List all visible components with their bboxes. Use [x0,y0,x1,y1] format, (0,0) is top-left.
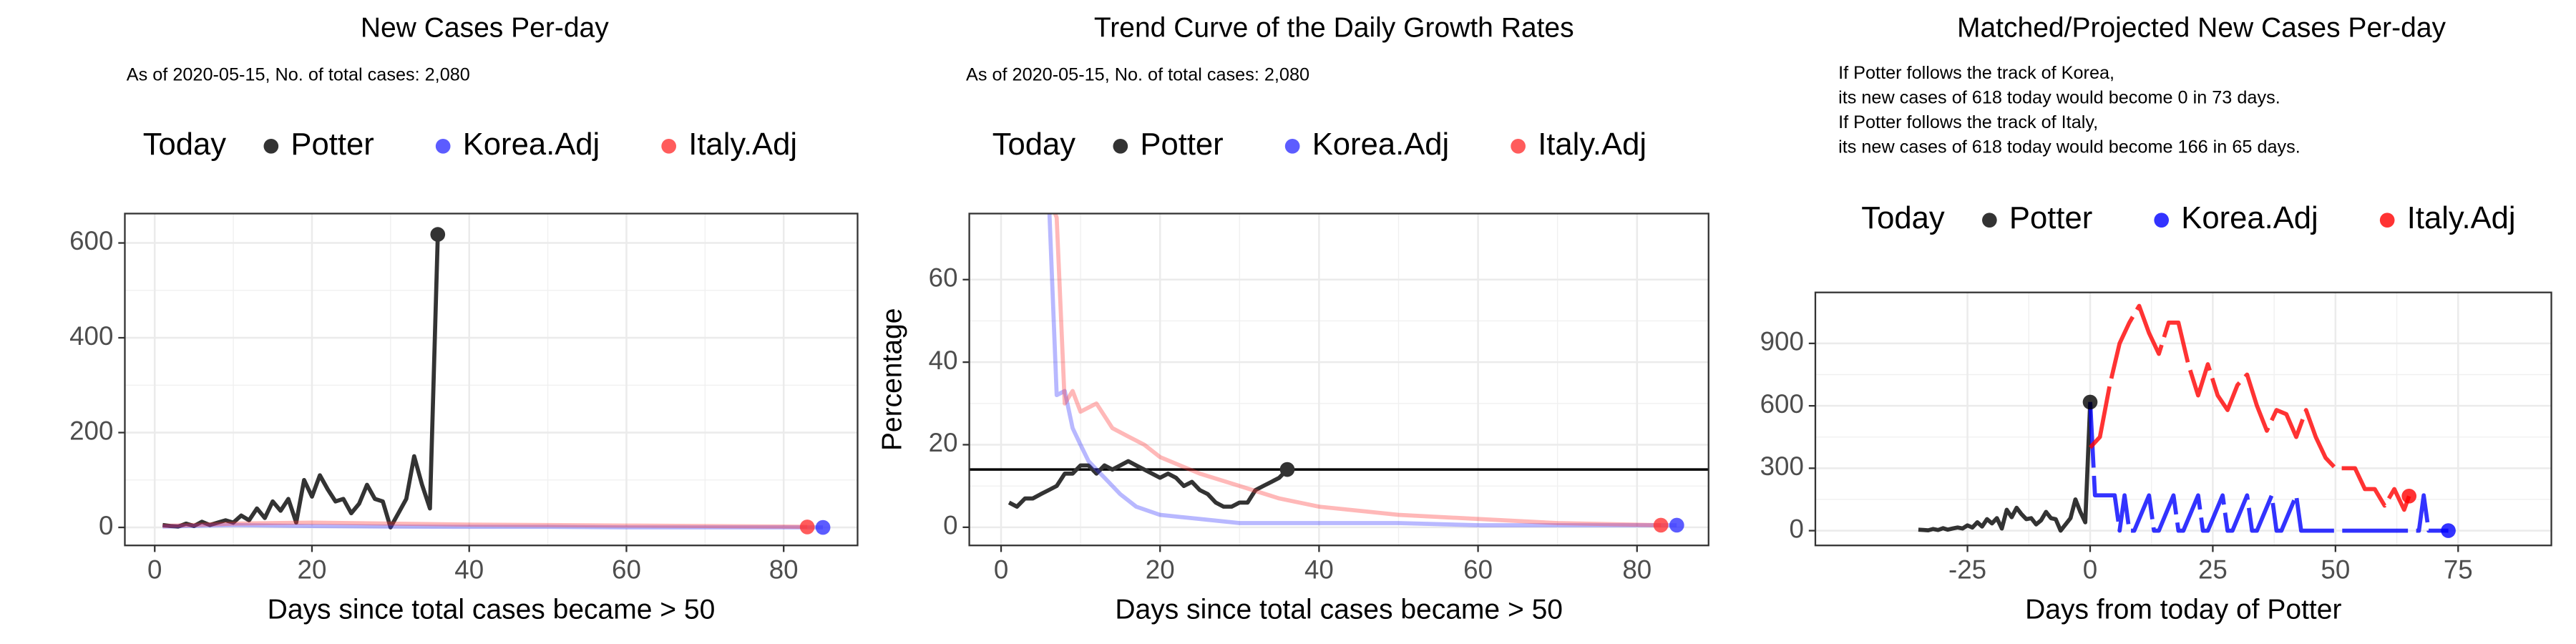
x-tick-label: 0 [147,555,162,585]
chart-panel: New Cases Per-day As of 2020-05-15, No. o… [69,13,859,625]
legend-dot [263,139,279,154]
legend-dot [1511,139,1526,154]
legend-label: Potter [2009,201,2092,235]
x-axis-title: Days from today of Potter [2025,594,2341,625]
x-tick-label: 0 [2083,555,2097,585]
x-tick-label: 60 [1463,555,1493,585]
subtitle: its new cases of 618 today would become … [1838,137,2301,157]
legend-dot [2154,213,2170,228]
y-tick-label: 900 [1760,327,1804,356]
y-tick-label: 600 [69,226,113,255]
chart-panel: Matched/Projected New Cases Per-day If Po… [1760,13,2552,625]
legend-label: Potter [1140,127,1223,162]
series-line [162,234,440,530]
legend-label: Potter [291,127,374,162]
y-tick-label: 0 [1789,514,1803,543]
y-tick-label: 0 [99,511,113,540]
y-axis-title: Percentage [877,308,907,452]
today-point [1279,462,1295,477]
legend-label: Korea.Adj [2181,201,2318,235]
y-tick-label: 40 [929,346,958,375]
subtitle: As of 2020-05-15, No. of total cases: 2,… [966,64,1309,84]
today-point [1653,517,1669,533]
panel-border [968,213,1709,547]
subtitle: As of 2020-05-15, No. of total cases: 2,… [127,64,470,84]
legend-label: Italy.Adj [1538,127,1646,162]
y-tick-label: 0 [943,511,957,540]
subtitle: If Potter follows the track of Italy, [1838,112,2098,132]
x-tick-label: 75 [2444,555,2473,585]
x-tick-label: 80 [1622,555,1652,585]
series-line [2088,401,2449,533]
panel-border [1814,291,2552,547]
x-tick-label: 20 [298,555,327,585]
legend-label: Korea.Adj [1312,127,1450,162]
legend-dot [661,139,676,154]
y-tick-label: 300 [1760,452,1804,481]
today-point [815,519,831,535]
x-axis-title: Days since total cases became > 50 [1115,594,1563,625]
today-point [2082,394,2098,410]
x-tick-label: 25 [2198,555,2228,585]
y-tick-label: 600 [1760,389,1804,419]
series-line [1918,401,2092,533]
legend-label: Italy.Adj [688,127,797,162]
legend-dot [2379,213,2395,228]
x-tick-label: 20 [1146,555,1175,585]
y-tick-label: 400 [69,321,113,351]
legend-dot [1982,213,1997,228]
legend-label: Italy.Adj [2407,201,2516,235]
legend-dot [1284,139,1300,154]
x-tick-label: 0 [994,555,1008,585]
series-line [162,520,808,530]
x-tick-label: 40 [1304,555,1334,585]
chart-title: Trend Curve of the Daily Growth Rates [1094,13,1574,44]
x-tick-label: 50 [2321,555,2350,585]
today-point [2441,523,2456,538]
x-tick-label: -25 [1948,555,1986,585]
chart-panel: Trend Curve of the Daily Growth Rates As … [877,13,1709,625]
y-tick-label: 60 [929,263,958,292]
legend-title: Today [1861,201,1945,235]
x-tick-label: 80 [769,555,799,585]
x-tick-label: 40 [454,555,484,585]
today-point [1669,517,1684,533]
today-point [799,519,815,535]
x-axis-title: Days since total cases became > 50 [268,594,716,625]
chart-title: New Cases Per-day [361,13,609,44]
legend-dot [1113,139,1128,154]
today-point [2401,489,2417,504]
legend-title: Today [992,127,1076,162]
y-tick-label: 200 [69,416,113,445]
y-tick-label: 20 [929,428,958,457]
series-line [1053,213,1662,527]
panel-border [124,213,859,547]
legend-title: Today [143,127,227,162]
subtitle: its new cases of 618 today would become … [1838,87,2280,107]
legend-dot [435,139,451,154]
x-tick-label: 60 [612,555,641,585]
today-point [430,227,446,242]
series-line [2088,303,2411,512]
chart-title: Matched/Projected New Cases Per-day [1957,13,2446,44]
series-line [162,522,824,530]
series-line [1008,459,1289,509]
series-line [1047,213,1677,527]
subtitle: If Potter follows the track of Korea, [1838,63,2114,83]
legend-label: Korea.Adj [463,127,600,162]
